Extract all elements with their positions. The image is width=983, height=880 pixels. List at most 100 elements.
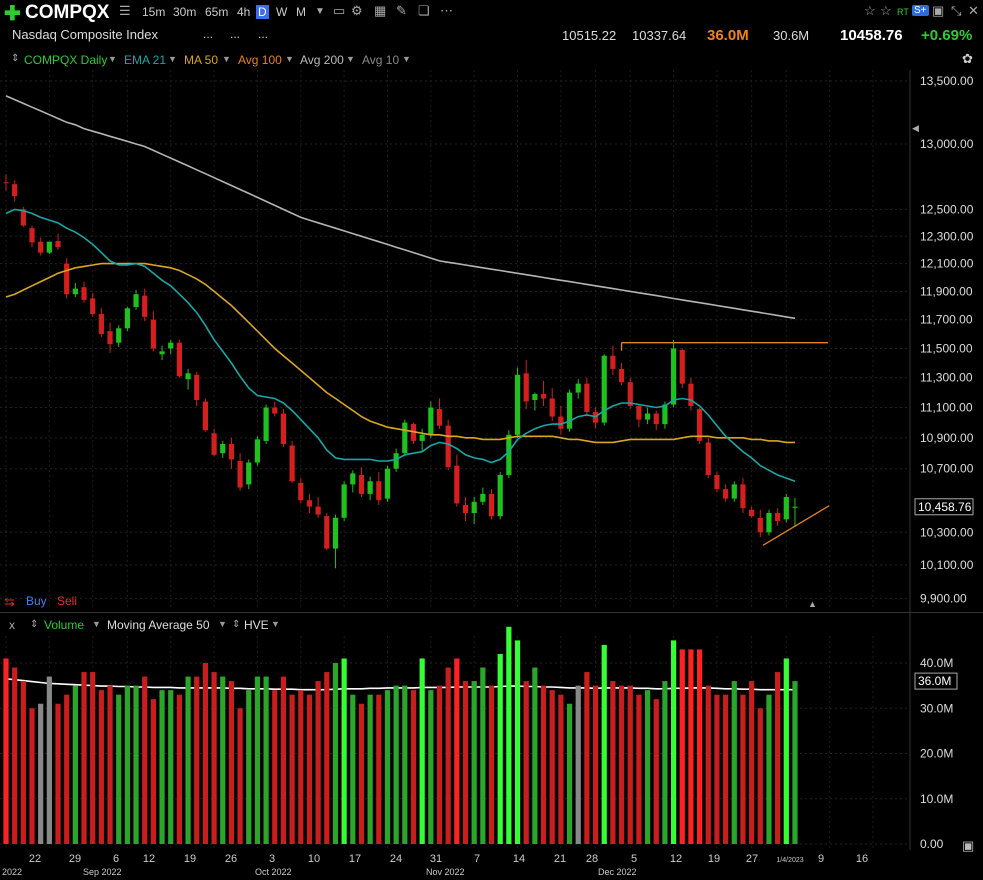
volume-label[interactable]: Volume <box>44 618 85 632</box>
legend-avg200[interactable]: Avg 200 <box>300 53 344 67</box>
volume-bar <box>116 694 122 844</box>
candle-body <box>662 404 668 425</box>
hve-sort-icon[interactable]: ⇕ <box>232 619 241 630</box>
date-axis-label: 26 <box>225 853 237 865</box>
candle-body <box>688 383 694 407</box>
add-symbol-icon[interactable]: ✚ <box>4 3 21 25</box>
candle-body <box>98 314 104 335</box>
legend-ema-dropdown-icon[interactable]: ▼ <box>168 54 177 64</box>
legend-ma50[interactable]: MA 50 <box>184 53 219 67</box>
legend-ema21[interactable]: EMA 21 <box>124 53 167 67</box>
volume-dropdown-icon[interactable]: ▼ <box>92 619 101 629</box>
date-axis-label: 24 <box>390 853 402 865</box>
volume-bar <box>506 626 512 844</box>
volume-bar <box>246 690 252 844</box>
candle-body <box>350 473 356 485</box>
volume-bar <box>263 676 269 844</box>
realtime-badge[interactable]: RT <box>897 7 909 17</box>
legend-dropdown-icon[interactable]: ▼ <box>108 54 117 64</box>
volume-bar <box>315 681 321 844</box>
volume-bar <box>298 690 304 844</box>
month-axis-label: Oct 2022 <box>255 867 292 877</box>
volume-bar <box>72 685 78 844</box>
timeframe-15m[interactable]: 15m <box>142 5 166 19</box>
volume-ma-label[interactable]: Moving Average 50 <box>107 618 210 632</box>
volume-bar <box>540 685 547 844</box>
volume-bars <box>3 626 798 844</box>
close-volume-icon[interactable]: x <box>9 618 15 632</box>
candle-body <box>419 434 425 441</box>
volume-bar <box>341 658 347 844</box>
date-axis-label: 19 <box>184 853 196 865</box>
trade-icon[interactable]: ⇆ <box>4 594 15 609</box>
volume-bar <box>436 685 443 844</box>
hve-dropdown-icon[interactable]: ▼ <box>271 619 280 629</box>
volume-bar <box>731 681 737 844</box>
save-icon[interactable]: ▣ <box>932 3 945 18</box>
candle-body <box>749 509 755 517</box>
legend-avg100[interactable]: Avg 100 <box>238 53 282 67</box>
legend-symbol[interactable]: COMPQX Daily <box>24 53 108 67</box>
candle-body <box>601 355 607 423</box>
camera-icon: ▣ <box>962 838 974 853</box>
legend-avg100-dropdown-icon[interactable]: ▼ <box>285 54 294 64</box>
volume-tag: 36.0M <box>918 674 951 688</box>
info-dots-1[interactable]: ... <box>203 27 214 41</box>
expand-icon[interactable]: ⤡ <box>951 3 962 18</box>
candle-body <box>107 331 113 345</box>
price-axis-label: 11,700.00 <box>920 313 973 327</box>
symbol-title[interactable]: COMPQX <box>25 2 110 23</box>
timeframe-dropdown-icon[interactable]: ▼ <box>315 6 325 17</box>
volume-bar <box>775 672 781 844</box>
legend-ma50-dropdown-icon[interactable]: ▼ <box>222 54 231 64</box>
calculator-icon[interactable]: ▦ <box>374 3 387 18</box>
timeframe-daily[interactable]: D <box>256 5 269 19</box>
legend-avg10-dropdown-icon[interactable]: ▼ <box>402 54 411 64</box>
price-axis-label: 13,500.00 <box>920 74 974 88</box>
candle-body <box>558 416 564 429</box>
timeframe-monthly[interactable]: M <box>296 5 306 19</box>
info-dots-2[interactable]: ... <box>230 27 241 41</box>
volume-bar <box>471 681 477 844</box>
timeframe-weekly[interactable]: W <box>276 5 288 19</box>
hve-label[interactable]: HVE <box>244 618 269 632</box>
legend-avg10[interactable]: Avg 10 <box>362 53 400 67</box>
candle-body <box>393 453 399 469</box>
palette-icon[interactable]: ✿ <box>962 51 973 66</box>
legend-avg200-dropdown-icon[interactable]: ▼ <box>346 54 355 64</box>
buy-button[interactable]: Buy <box>26 594 47 608</box>
volume-bar <box>228 681 235 844</box>
favorite-star-icon-2[interactable]: ☆ <box>880 3 892 18</box>
s-plus-badge[interactable]: S+ <box>912 5 929 16</box>
sell-button[interactable]: Sell <box>57 594 78 608</box>
candle-body <box>272 407 278 414</box>
volume-bar <box>280 676 287 844</box>
date-axis-label: 6 <box>113 853 119 865</box>
volume-bar <box>29 708 35 844</box>
volume-sort-icon[interactable]: ⇕ <box>30 619 39 630</box>
price-axis-label: 11,500.00 <box>920 341 973 355</box>
info-dots-3[interactable]: ... <box>258 27 269 41</box>
close-icon[interactable]: ✕ <box>968 3 979 18</box>
volume-bar <box>419 658 425 844</box>
chart-type-icon[interactable]: ▭ <box>333 3 346 18</box>
timeframe-30m[interactable]: 30m <box>173 5 197 19</box>
candle-body <box>592 412 599 423</box>
volume-ma-dropdown-icon[interactable]: ▼ <box>218 619 227 629</box>
list-icon[interactable]: ☰ <box>119 3 131 18</box>
layers-icon[interactable]: ❏ <box>418 3 430 18</box>
sort-icon[interactable]: ⇕ <box>11 53 20 64</box>
favorite-star-icon[interactable]: ☆ <box>864 3 876 18</box>
volume-bar <box>488 685 495 844</box>
settings-icon[interactable]: ⚙ <box>351 3 363 18</box>
share-icon[interactable]: ⋯ <box>440 3 453 18</box>
volume-bar <box>454 658 460 844</box>
volume-bar <box>12 667 18 844</box>
volume-bar <box>142 676 148 844</box>
volume-bar <box>714 694 720 844</box>
candle-body <box>618 368 625 383</box>
pencil-icon[interactable]: ✎ <box>396 3 407 18</box>
timeframe-65m[interactable]: 65m <box>205 5 229 19</box>
volume-bar <box>549 690 555 844</box>
timeframe-4h[interactable]: 4h <box>237 5 251 19</box>
